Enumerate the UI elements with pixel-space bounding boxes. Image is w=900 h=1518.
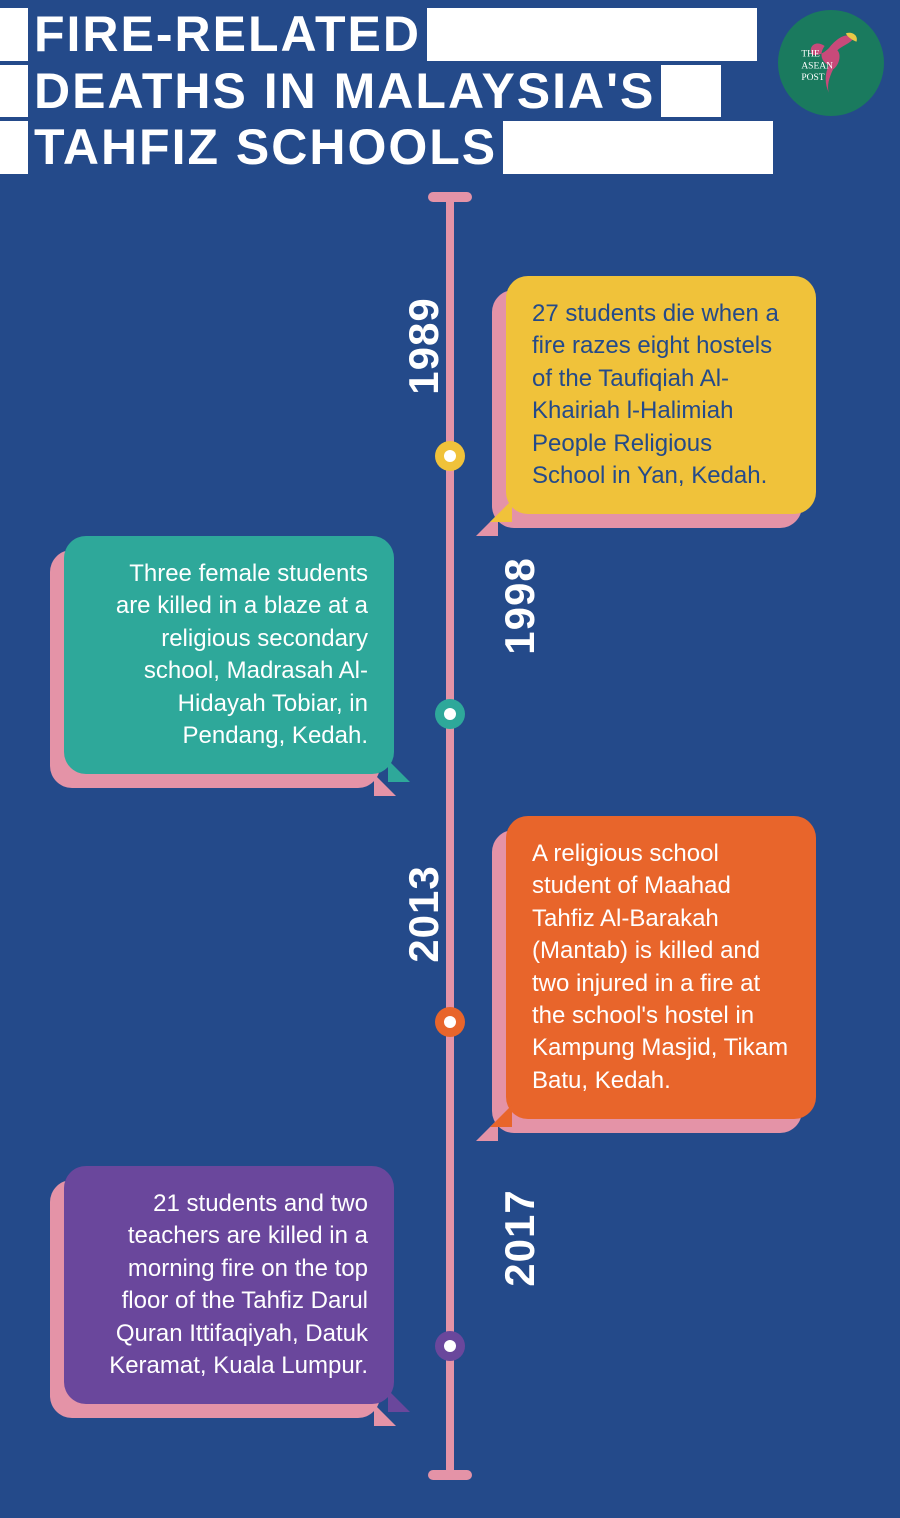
publisher-logo: THE ASEAN POST <box>778 10 884 116</box>
title-bar-left <box>0 121 28 174</box>
timeline-cap-bottom <box>428 1470 472 1480</box>
timeline-node-1989 <box>435 441 465 471</box>
timeline-node-inner <box>444 450 456 462</box>
title-bar-left <box>0 65 28 118</box>
timeline-node-2017 <box>435 1331 465 1361</box>
title-line-2: DEATHS IN MALAYSIA'S <box>0 65 900 118</box>
timeline-node-inner <box>444 708 456 720</box>
timeline-year-label: 1998 <box>496 557 544 654</box>
timeline-node-inner <box>444 1340 456 1352</box>
title-bar-right <box>503 121 773 174</box>
logo-text-line-3: POST <box>801 73 824 83</box>
bubble-tail <box>490 1105 512 1127</box>
timeline-node-inner <box>444 1016 456 1028</box>
timeline <box>449 196 451 1476</box>
timeline-year-label: 1989 <box>400 297 448 394</box>
timeline-node-2013 <box>435 1007 465 1037</box>
logo-text-line-1: THE <box>801 50 820 60</box>
event-bubble-1998: Three female students are killed in a bl… <box>64 536 394 774</box>
title-line-3: TAHFIZ SCHOOLS <box>0 121 900 174</box>
bubble-tail <box>388 760 410 782</box>
title-text: DEATHS IN MALAYSIA'S <box>28 65 661 118</box>
event-bubble-1989: 27 students die when a fire razes eight … <box>506 276 816 514</box>
title-bar-right <box>427 8 757 61</box>
bubble-tail <box>388 1390 410 1412</box>
event-bubble-2013: A religious school student of Maahad Tah… <box>506 816 816 1119</box>
timeline-cap-top <box>428 192 472 202</box>
timeline-node-1998 <box>435 699 465 729</box>
timeline-year-label: 2013 <box>400 865 448 962</box>
title-text: FIRE-RELATED <box>28 8 427 61</box>
logo-text-line-2: ASEAN <box>801 61 833 71</box>
title-bar-right <box>661 65 721 118</box>
title-text: TAHFIZ SCHOOLS <box>28 121 503 174</box>
title-line-1: FIRE-RELATED <box>0 8 900 61</box>
title-bar-left <box>0 8 28 61</box>
event-bubble-2017: 21 students and two teachers are killed … <box>64 1166 394 1404</box>
header: FIRE-RELATEDDEATHS IN MALAYSIA'STAHFIZ S… <box>0 8 900 178</box>
bubble-tail <box>490 500 512 522</box>
timeline-year-label: 2017 <box>496 1189 544 1286</box>
